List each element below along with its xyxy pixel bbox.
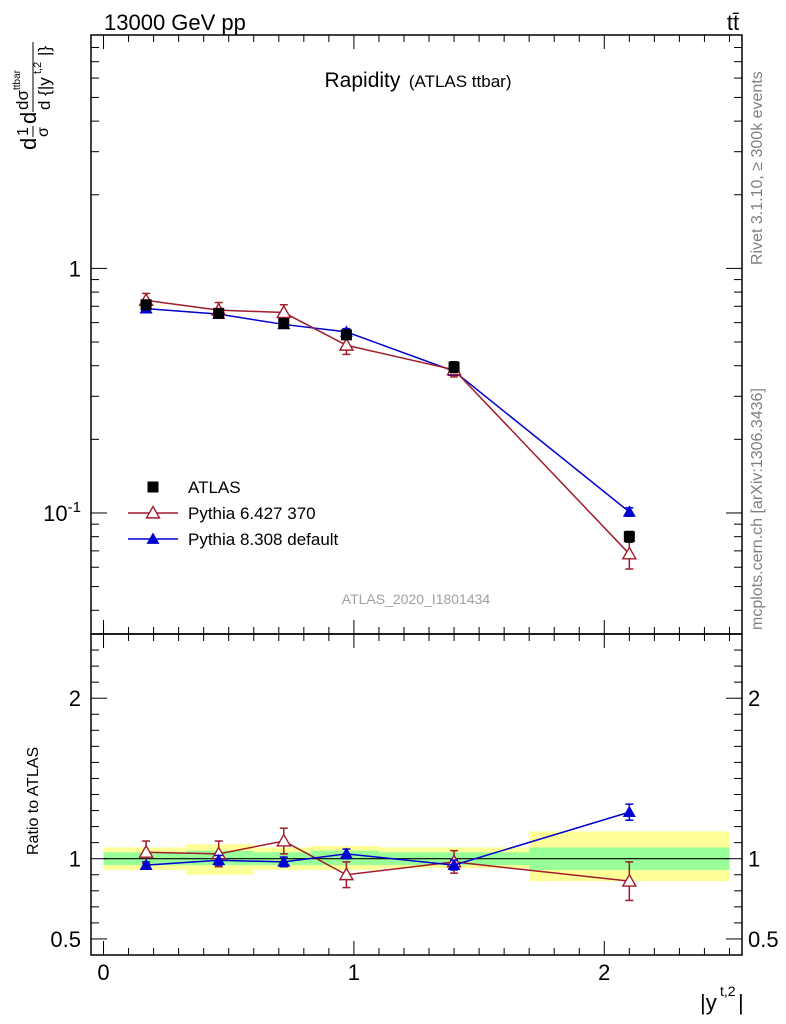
data-point-pythia-6-427-370 xyxy=(621,873,638,887)
data-point-pythia-8-308-default xyxy=(622,505,636,517)
mcplots-label: mcplots.cern.ch [arXiv:1306.3436] xyxy=(749,388,766,630)
rivet-version-label: Rivet 3.1.10, ≥ 300k events xyxy=(749,71,766,265)
plot-title: Rapidity (ATLAS ttbar) xyxy=(325,69,512,92)
y-tick-label: 10-1 xyxy=(43,499,81,526)
main-panel: 1 10-1 xyxy=(43,34,743,635)
y-tick-label: 2 xyxy=(69,686,81,711)
data-point-atlas xyxy=(140,299,152,311)
x-axis-label: |y t,2 | xyxy=(700,983,744,1015)
y-axis-label-main: d 1 σ d dσ ttbar d {|y t,2 |} xyxy=(12,42,54,150)
svg-text:dσ: dσ xyxy=(13,90,32,110)
data-point-atlas xyxy=(278,318,290,330)
svg-text:|: | xyxy=(738,990,744,1015)
data-point-pythia-8-308-default xyxy=(339,847,353,859)
svg-text:t,2: t,2 xyxy=(720,983,736,999)
y-tick-label-right: 2 xyxy=(748,686,760,711)
legend-label-pythia-8-308-default: Pythia 8.308 default xyxy=(188,530,339,549)
x-tick-label: 0 xyxy=(97,960,109,985)
svg-text:σ: σ xyxy=(35,127,52,137)
y-tick-label: 0.5 xyxy=(50,927,81,952)
data-point-pythia-6-427-370 xyxy=(338,337,355,351)
data-point-pythia-6-427-370 xyxy=(138,844,154,858)
data-point-atlas xyxy=(448,361,460,373)
data-point-pythia-6-427-370 xyxy=(621,546,638,560)
legend-marker-atlas xyxy=(147,481,159,493)
legend-marker-pythia-8-308-default xyxy=(146,532,160,544)
y-axis-label-ratio: Ratio to ATLAS xyxy=(25,747,42,855)
legend-marker-pythia-6-427-370 xyxy=(145,505,161,519)
energy-label: 13000 GeV pp xyxy=(104,10,246,35)
series-line-pythia-6-427-370 xyxy=(145,299,630,555)
data-point-atlas xyxy=(213,307,225,319)
analysis-id: ATLAS_2020_I1801434 xyxy=(342,591,491,607)
x-tick-label: 1 xyxy=(348,960,360,985)
data-point-atlas xyxy=(340,329,352,341)
svg-text:|}: |} xyxy=(35,46,54,56)
legend-label-pythia-6-427-370: Pythia 6.427 370 xyxy=(188,504,316,523)
svg-text:t,2: t,2 xyxy=(32,62,44,74)
x-tick-label: 2 xyxy=(598,960,610,985)
plot-title-sub: (ATLAS ttbar) xyxy=(409,72,512,91)
series-line-pythia-8-308-default xyxy=(146,811,630,866)
svg-text:d {|y: d {|y xyxy=(35,77,54,110)
ratio-panel: 0 1 2 0.5 0.5 1 1 2 2 xyxy=(50,633,779,985)
data-point-pythia-6-427-370 xyxy=(338,866,355,881)
data-point-pythia-8-308-default xyxy=(139,858,153,870)
legend-label-atlas: ATLAS xyxy=(188,478,241,497)
y-tick-label-right: 0.5 xyxy=(748,927,779,952)
y-tick-label: 1 xyxy=(69,847,81,872)
plot-title-main: Rapidity xyxy=(325,69,401,92)
ratio-frame xyxy=(90,633,743,956)
data-point-pythia-8-308-default xyxy=(447,858,461,870)
process-label: tt̄ xyxy=(727,10,739,35)
data-point-pythia-6-427-370 xyxy=(276,304,292,319)
svg-text:|y: |y xyxy=(700,990,717,1015)
y-tick-label: 1 xyxy=(69,256,81,281)
data-point-pythia-8-308-default xyxy=(277,855,291,867)
data-point-atlas xyxy=(623,531,635,543)
data-point-pythia-8-308-default xyxy=(622,805,636,818)
svg-text:1: 1 xyxy=(15,127,32,136)
svg-text:ttbar: ttbar xyxy=(12,69,23,90)
data-point-pythia-8-308-default xyxy=(212,853,226,866)
svg-text:d: d xyxy=(16,112,41,124)
svg-text:d: d xyxy=(16,138,41,150)
data-point-pythia-6-427-370 xyxy=(276,833,292,847)
y-tick-label-right: 1 xyxy=(748,847,760,872)
legend: ATLAS Pythia 6.427 370 Pythia 8.308 defaul… xyxy=(128,478,339,549)
